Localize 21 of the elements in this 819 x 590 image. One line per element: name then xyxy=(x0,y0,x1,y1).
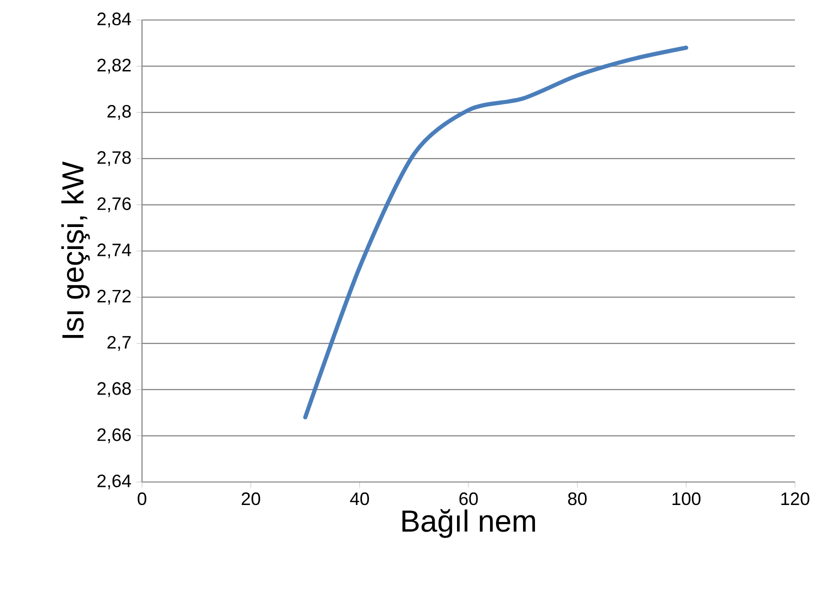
x-tick-label: 60 xyxy=(459,492,478,506)
y-tick-label: 2,68 xyxy=(97,382,131,398)
y-tick-label: 2,72 xyxy=(97,290,131,305)
x-tick-label: 0 xyxy=(138,492,146,506)
y-tick-label: 2,66 xyxy=(97,428,131,444)
x-tick-label: 100 xyxy=(672,492,700,506)
y-tick-label: 2,78 xyxy=(97,151,131,166)
y-tick-label: 2,7 xyxy=(107,336,131,351)
line-series xyxy=(303,46,688,420)
x-tick-label: 80 xyxy=(568,492,587,506)
x-tick-label: 120 xyxy=(781,492,810,506)
y-tick-label: 2,82 xyxy=(97,58,131,74)
y-tick-label: 2,76 xyxy=(97,197,131,212)
x-axis-title: Bağıl nem xyxy=(402,509,535,538)
y-tick-label: 2,74 xyxy=(97,244,132,258)
x-tick-label: 40 xyxy=(350,492,369,506)
y-axis-title: Isı geçişi, kW xyxy=(61,161,90,338)
x-tick-label: 20 xyxy=(242,492,260,506)
y-tick-label: 2,84 xyxy=(97,12,132,28)
y-tick-label: 2,64 xyxy=(97,474,132,490)
y-tick-label: 2,8 xyxy=(107,104,131,120)
